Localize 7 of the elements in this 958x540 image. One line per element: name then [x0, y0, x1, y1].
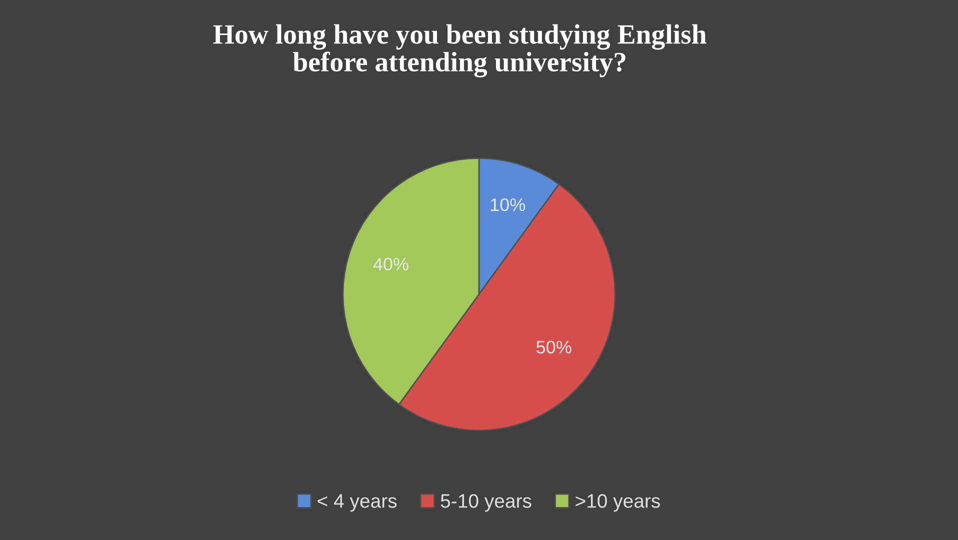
legend-label: < 4 years: [318, 494, 397, 512]
legend-label: >10 years: [576, 494, 660, 512]
legend-label: 5-10 years: [440, 494, 532, 512]
data-label: 40%: [373, 258, 408, 271]
chart-title: How long have you been studying English before attending university?: [213, 24, 706, 78]
data-label: 10%: [490, 198, 526, 212]
data-label: 50%: [536, 340, 572, 354]
